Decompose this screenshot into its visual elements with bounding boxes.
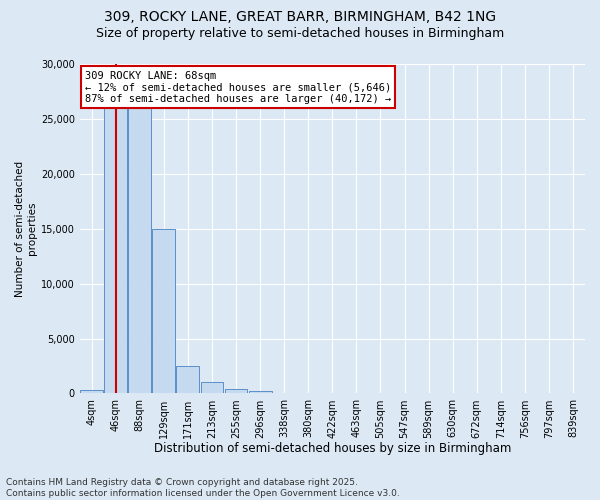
X-axis label: Distribution of semi-detached houses by size in Birmingham: Distribution of semi-detached houses by … xyxy=(154,442,511,455)
Text: 309 ROCKY LANE: 68sqm
← 12% of semi-detached houses are smaller (5,646)
87% of s: 309 ROCKY LANE: 68sqm ← 12% of semi-deta… xyxy=(85,70,391,104)
Bar xyxy=(200,382,223,394)
Bar xyxy=(273,393,296,394)
Bar xyxy=(128,108,151,394)
Text: Size of property relative to semi-detached houses in Birmingham: Size of property relative to semi-detach… xyxy=(96,28,504,40)
Bar xyxy=(104,108,127,394)
Bar xyxy=(152,228,175,394)
Bar xyxy=(248,392,272,394)
Bar xyxy=(80,390,103,394)
Text: Contains HM Land Registry data © Crown copyright and database right 2025.
Contai: Contains HM Land Registry data © Crown c… xyxy=(6,478,400,498)
Text: 309, ROCKY LANE, GREAT BARR, BIRMINGHAM, B42 1NG: 309, ROCKY LANE, GREAT BARR, BIRMINGHAM,… xyxy=(104,10,496,24)
Bar xyxy=(176,366,199,394)
Bar xyxy=(224,389,247,394)
Y-axis label: Number of semi-detached
properties: Number of semi-detached properties xyxy=(15,160,37,297)
